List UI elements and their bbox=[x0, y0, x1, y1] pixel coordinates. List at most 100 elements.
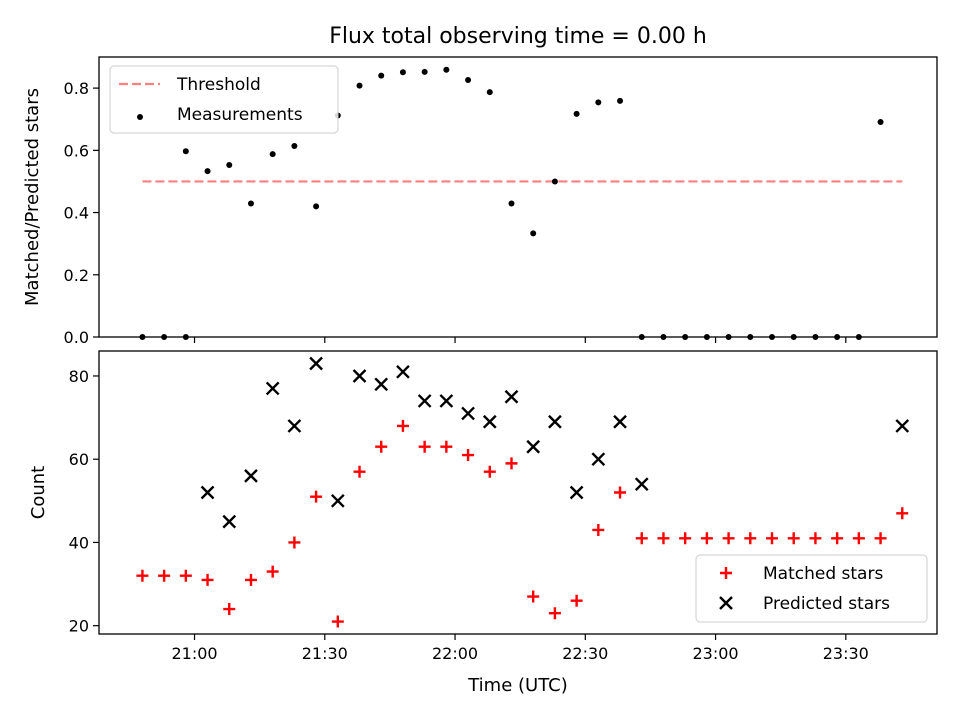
matched-star-point bbox=[657, 532, 670, 545]
predicted-star-point bbox=[352, 369, 367, 383]
measurement-point bbox=[421, 68, 428, 75]
predicted-star-point bbox=[200, 485, 215, 500]
measurement-point bbox=[313, 203, 320, 210]
predicted-star-point bbox=[417, 394, 432, 408]
measurement-point bbox=[182, 148, 189, 155]
x-axis-label: Time (UTC) bbox=[467, 675, 568, 696]
matched-star-point bbox=[201, 573, 214, 586]
measurement-point bbox=[573, 110, 580, 117]
legend-label: Matched stars bbox=[763, 564, 883, 584]
y-tick-label: 0.0 bbox=[64, 328, 89, 347]
y-tick-label: 20 bbox=[69, 617, 89, 636]
legend-box bbox=[695, 554, 928, 623]
matched-star-point bbox=[462, 449, 475, 462]
matched-star-point bbox=[158, 569, 171, 582]
matched-star-point bbox=[136, 569, 149, 582]
x-tick-label: 23:30 bbox=[823, 644, 869, 663]
legend-box bbox=[109, 65, 339, 134]
measurement-point bbox=[530, 230, 537, 237]
x-tick-label: 22:30 bbox=[562, 644, 608, 663]
measurement-point bbox=[877, 119, 884, 126]
predicted-star-point bbox=[309, 356, 323, 371]
legend-label: Predicted stars bbox=[763, 594, 890, 614]
predicted-star-point bbox=[222, 514, 237, 529]
matched-star-point bbox=[896, 507, 909, 520]
y-tick-label: 60 bbox=[69, 450, 89, 469]
y-tick-label: 0.4 bbox=[64, 204, 89, 223]
measurement-point bbox=[399, 69, 406, 76]
x-tick-label: 23:00 bbox=[693, 644, 739, 663]
matched-star-point bbox=[244, 573, 257, 586]
matched-star-point bbox=[874, 532, 887, 545]
predicted-star-point bbox=[396, 364, 410, 379]
matched-star-point bbox=[700, 532, 713, 545]
predicted-star-point bbox=[504, 389, 519, 404]
matched-star-point bbox=[179, 569, 192, 582]
top-panel: 0.0 0.2 0.4 0.6 0.8 Matched/Predicted stars Th… bbox=[22, 56, 938, 347]
predicted-star-point bbox=[895, 419, 910, 433]
axes-frame bbox=[98, 56, 938, 338]
measurement-point bbox=[551, 178, 558, 185]
measurement-point bbox=[595, 99, 602, 106]
matched-star-point bbox=[396, 419, 409, 432]
matched-star-point bbox=[787, 532, 800, 545]
matched-star-point bbox=[527, 590, 540, 603]
matched-star-point bbox=[766, 532, 779, 545]
legend-label: Measurements bbox=[177, 105, 303, 125]
y-tick-label: 80 bbox=[69, 367, 89, 386]
matched-star-point bbox=[266, 565, 279, 578]
matched-star-point bbox=[722, 532, 735, 545]
predicted-star-point bbox=[374, 377, 389, 392]
matched-star-point bbox=[548, 607, 561, 620]
matched-star-point bbox=[440, 440, 453, 453]
matched-star-point bbox=[635, 532, 648, 545]
legend-matched-swatch bbox=[720, 567, 732, 579]
measurement-point bbox=[226, 161, 233, 168]
matched-star-point bbox=[852, 532, 865, 545]
measurement-point bbox=[508, 200, 515, 207]
measurement-point bbox=[291, 142, 298, 149]
matched-star-point bbox=[505, 457, 518, 470]
axes-frame bbox=[98, 350, 938, 635]
y-tick-label: 0.8 bbox=[64, 79, 89, 98]
matched-star-point bbox=[592, 523, 605, 536]
measurement-point bbox=[465, 77, 472, 84]
legend-measurement-swatch bbox=[137, 114, 143, 120]
predicted-star-point bbox=[591, 452, 606, 467]
matched-star-point bbox=[679, 532, 692, 545]
predicted-star-point bbox=[526, 439, 541, 454]
matched-star-point bbox=[570, 594, 583, 607]
matched-star-point bbox=[310, 490, 323, 503]
matched-star-point bbox=[483, 465, 496, 478]
legend-predicted-swatch bbox=[719, 596, 733, 610]
predicted-star-point bbox=[634, 477, 649, 492]
chart-title: Flux total observing time = 0.00 h bbox=[329, 24, 707, 49]
legend-label: Threshold bbox=[176, 75, 261, 95]
y-tick-label: 0.2 bbox=[64, 266, 89, 285]
predicted-star-point bbox=[330, 493, 345, 508]
y-axis-label: Matched/Predicted stars bbox=[22, 88, 43, 306]
predicted-star-point bbox=[244, 469, 258, 483]
y-tick-label: 0.6 bbox=[64, 141, 89, 160]
measurement-point bbox=[356, 82, 363, 89]
measurement-point bbox=[204, 168, 211, 175]
matched-star-point bbox=[744, 532, 757, 545]
matched-star-point bbox=[223, 603, 236, 616]
predicted-star-point bbox=[265, 381, 280, 396]
predicted-star-point bbox=[482, 414, 497, 429]
predicted-star-point bbox=[569, 485, 584, 500]
matched-star-point bbox=[375, 440, 388, 453]
predicted-star-point bbox=[287, 419, 302, 433]
y-tick-label: 40 bbox=[69, 533, 89, 552]
predicted-star-point bbox=[548, 414, 562, 429]
predicted-star-point bbox=[461, 406, 475, 421]
measurement-point bbox=[247, 200, 254, 207]
x-tick-label: 21:30 bbox=[302, 644, 348, 663]
matched-star-point bbox=[831, 532, 844, 545]
x-tick-label: 22:00 bbox=[432, 644, 478, 663]
x-tick-label: 21:00 bbox=[171, 644, 217, 663]
measurement-point bbox=[443, 66, 450, 73]
measurement-point bbox=[486, 89, 493, 96]
measurement-point bbox=[617, 97, 624, 104]
